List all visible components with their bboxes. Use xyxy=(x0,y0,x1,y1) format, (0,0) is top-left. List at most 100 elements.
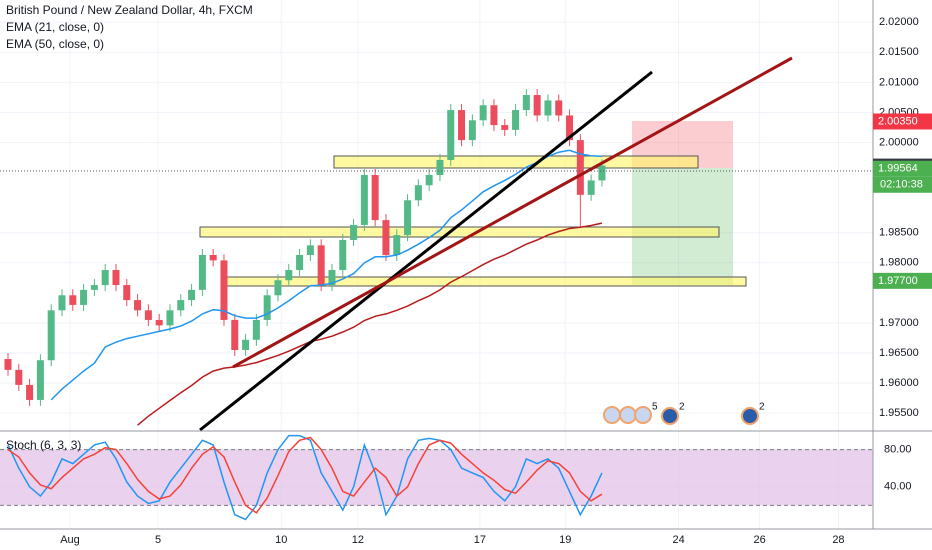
candle-body xyxy=(220,260,228,320)
candle-body xyxy=(177,300,185,311)
x-tick-label: 12 xyxy=(352,534,364,546)
candle-body xyxy=(242,339,250,351)
y-tick-label: 2.02000 xyxy=(879,16,919,28)
stoch-band xyxy=(0,449,873,506)
event-icon[interactable] xyxy=(741,407,759,425)
candle-body xyxy=(587,180,595,195)
x-tick-label: 5 xyxy=(155,534,161,546)
candle-body xyxy=(155,319,163,326)
y-tick-label: 2.01000 xyxy=(879,76,919,88)
candle-body xyxy=(339,239,347,271)
indicator-line xyxy=(50,149,602,401)
candle-body xyxy=(555,100,563,116)
candle-body xyxy=(522,95,530,111)
x-tick-label: 19 xyxy=(559,534,571,546)
candle-body xyxy=(26,384,34,400)
candle-body xyxy=(598,165,606,181)
candle-body xyxy=(576,140,584,195)
candle-body xyxy=(350,224,358,240)
y-tick-label: 1.97000 xyxy=(879,317,919,329)
candle-body xyxy=(468,120,476,141)
candle-body xyxy=(360,175,368,225)
price-tag xyxy=(873,160,932,177)
event-icon[interactable] xyxy=(661,407,679,425)
candle-body xyxy=(80,289,88,305)
y-tick-label: 80.00 xyxy=(884,444,912,456)
x-tick-label: Aug xyxy=(60,534,80,546)
drawings xyxy=(199,121,747,287)
candle-body xyxy=(263,295,271,320)
candle-body xyxy=(296,254,304,271)
y-tick-label: 2.01500 xyxy=(879,46,919,58)
trend-line[interactable] xyxy=(199,70,653,432)
event-count: 2 xyxy=(759,402,765,413)
candle-body xyxy=(436,159,444,176)
flag-icon[interactable] xyxy=(603,406,621,424)
candle-body xyxy=(317,245,325,286)
y-tick-label: 1.96000 xyxy=(879,377,919,389)
candle-body xyxy=(69,295,77,305)
candle-body xyxy=(533,95,541,116)
indicator-line xyxy=(7,436,603,514)
candle-body xyxy=(501,125,509,130)
y-tick-label: 1.98000 xyxy=(879,257,919,269)
candle-body xyxy=(490,105,498,126)
chart-title: British Pound / New Zealand Dollar, 4h, … xyxy=(6,3,253,17)
candle-body xyxy=(134,300,142,311)
candle-body xyxy=(414,185,422,201)
candle-body xyxy=(90,285,98,290)
zone[interactable] xyxy=(333,155,699,169)
candle-body xyxy=(166,310,174,326)
legend-entry: EMA (50, close, 0) xyxy=(6,37,104,51)
y-tick-label: 2.00000 xyxy=(879,136,919,148)
axes: 2.020002.015002.010002.005002.000001.985… xyxy=(60,16,932,546)
flag-icon[interactable] xyxy=(634,406,652,424)
trend-line[interactable] xyxy=(232,56,793,369)
candle-body xyxy=(101,270,109,286)
candle-body xyxy=(371,175,379,221)
candle-body xyxy=(144,310,152,320)
x-tick-label: 24 xyxy=(672,534,684,546)
candle-body xyxy=(328,270,336,286)
indicator-line xyxy=(7,434,603,521)
candle-body xyxy=(404,200,412,236)
candle-body xyxy=(15,369,23,385)
x-tick-label: 10 xyxy=(275,534,287,546)
candle-body xyxy=(382,220,390,255)
y-tick-label: 40.00 xyxy=(884,481,912,493)
candle-body xyxy=(198,254,206,290)
marks xyxy=(4,89,606,521)
y-tick-label: 1.98500 xyxy=(879,227,919,239)
price-tag-label: 1.97700 xyxy=(878,275,918,287)
candle-body xyxy=(306,245,314,255)
event-count: 2 xyxy=(679,402,685,413)
candle-body xyxy=(274,280,282,296)
price-tag-label: 1.99564 xyxy=(878,163,918,175)
candle-body xyxy=(512,110,520,130)
candle-body xyxy=(447,110,455,160)
indicator-line xyxy=(137,222,603,426)
legend-entry: EMA (21, close, 0) xyxy=(6,20,104,34)
candle-body xyxy=(458,110,466,141)
overlay: British Pound / New Zealand Dollar, 4h, … xyxy=(0,0,932,530)
countdown: 02:10:38 xyxy=(880,179,923,191)
event-count: 5 xyxy=(652,402,658,413)
candle-body xyxy=(188,289,196,301)
flag-icon[interactable] xyxy=(619,406,637,424)
candle-body xyxy=(566,115,574,141)
candle-body xyxy=(425,175,433,186)
candle-body xyxy=(209,254,217,261)
candle-body xyxy=(231,319,239,351)
countdown-tag xyxy=(873,176,932,193)
x-tick-label: 17 xyxy=(474,534,486,546)
candle-body xyxy=(58,295,66,311)
candle-body xyxy=(123,285,131,301)
grid xyxy=(0,0,873,529)
price-tag-label: 2.00350 xyxy=(878,115,918,127)
zone[interactable] xyxy=(226,276,747,287)
candle-body xyxy=(36,360,44,400)
candle-body xyxy=(47,310,55,361)
zone[interactable] xyxy=(199,226,720,238)
price-tag xyxy=(873,272,932,289)
